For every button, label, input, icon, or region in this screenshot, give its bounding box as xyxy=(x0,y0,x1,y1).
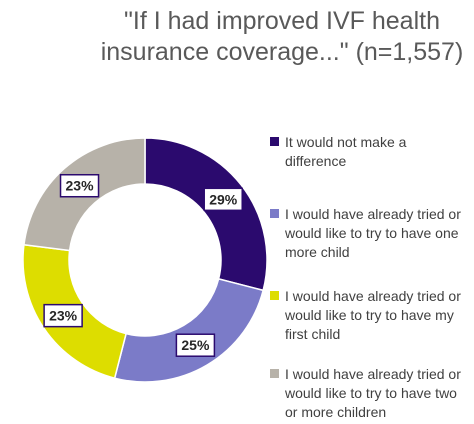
data-label-text: 29% xyxy=(209,191,238,207)
data-label-box xyxy=(203,187,243,212)
legend-label-line: I would have already tried or xyxy=(285,288,461,304)
data-label-two-or-more-children: 23% xyxy=(59,173,100,198)
chart-title: "If I had improved IVF health insurance … xyxy=(100,6,464,68)
legend-label-line: I would have already tried or xyxy=(285,206,461,222)
legend-label-no-difference: It would not make a difference xyxy=(285,133,474,171)
data-label-box xyxy=(175,333,216,357)
data-label-box xyxy=(59,173,100,198)
legend-label-line: difference xyxy=(285,153,347,169)
data-label-first-child: 23% xyxy=(43,303,83,328)
chart-title-line-1: "If I had improved IVF health xyxy=(124,7,440,35)
data-label-no-difference: 29% xyxy=(203,187,243,212)
legend-label-line: would like to try to have two xyxy=(285,385,457,401)
chart-title-line-2: insurance coverage..." (n=1,557) xyxy=(100,38,464,66)
slice-no-difference xyxy=(144,137,268,292)
data-label-text: 23% xyxy=(49,308,78,324)
legend-label-line: would like to try to have my xyxy=(285,307,454,323)
legend-label-two-or-more-children: I would have already tried or would like… xyxy=(285,365,474,422)
legend-label-line: or more children xyxy=(285,404,387,420)
legend-swatch-two-or-more-children xyxy=(270,369,279,378)
legend-label-line: first child xyxy=(285,326,341,342)
donut-chart: 29% 25% 23% 23% xyxy=(22,137,268,383)
data-label-box xyxy=(43,303,83,328)
legend-swatch-one-more-child xyxy=(270,209,279,218)
legend-swatch-first-child xyxy=(270,291,279,300)
legend-label-one-more-child: I would have already tried or would like… xyxy=(285,205,474,262)
data-label-text: 23% xyxy=(66,178,95,194)
legend-swatch-no-difference xyxy=(270,137,279,146)
data-label-text: 25% xyxy=(181,337,210,353)
slice-one-more-child xyxy=(113,277,265,383)
legend-label-line: It would not make a xyxy=(285,134,407,150)
legend-label-first-child: I would have already tried or would like… xyxy=(285,287,474,344)
legend-label-line: I would have already tried or xyxy=(285,366,461,382)
legend-label-line: would like to try to have one xyxy=(285,225,459,241)
data-label-one-more-child: 25% xyxy=(175,333,216,357)
legend-label-line: more child xyxy=(285,244,350,260)
